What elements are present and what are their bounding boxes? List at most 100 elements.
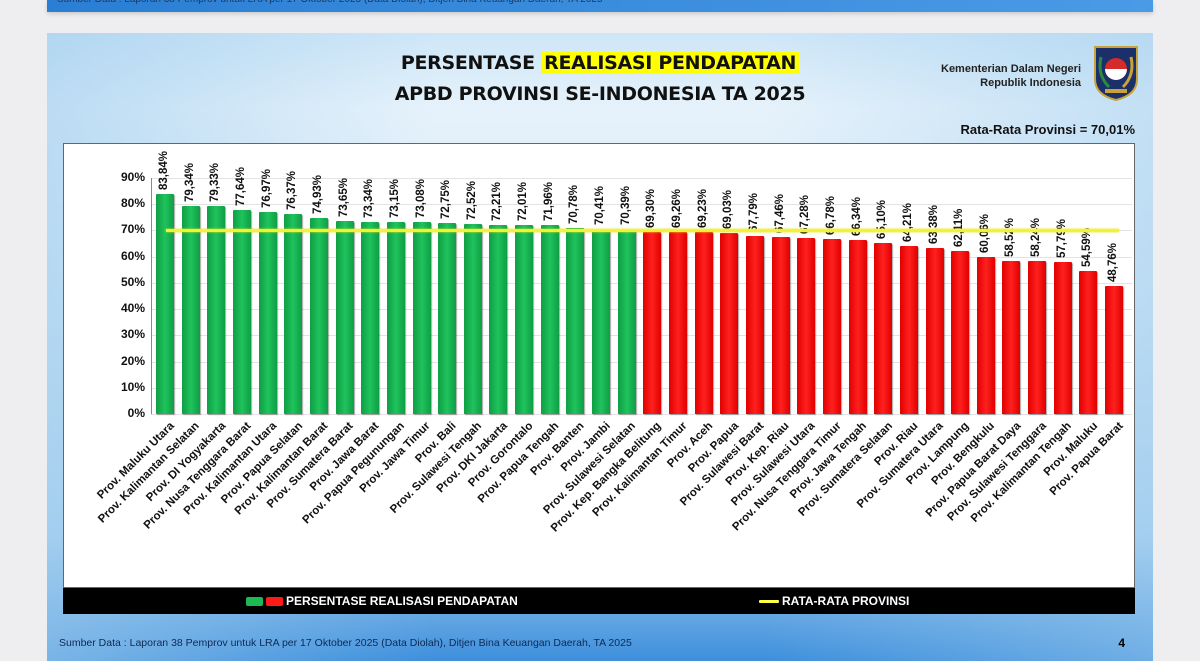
bar-value-label: 77,64% — [234, 167, 247, 207]
y-axis-tick-label: 10% — [120, 379, 145, 394]
chart-bar — [694, 232, 713, 414]
bar-value-label: 67,46% — [773, 194, 786, 234]
bar-value-label: 72,75% — [440, 180, 453, 220]
average-line — [166, 229, 1120, 233]
chart-bar — [848, 240, 867, 414]
title-highlight: REALISASI PENDAPATAN — [541, 52, 800, 74]
source-footnote: Sumber Data : Laporan 38 Pemprov untuk L… — [59, 637, 632, 649]
previous-slide-source-text: Sumber Data : Laporan 38 Pemprov untuk L… — [57, 0, 603, 5]
bar-value-label: 79,33% — [209, 162, 222, 202]
chart-bar — [951, 251, 970, 414]
chart-bar — [822, 238, 841, 414]
bar-value-label: 69,30% — [645, 189, 658, 229]
yellow-line-icon — [759, 599, 779, 603]
y-axis-tick-label: 70% — [120, 222, 145, 237]
y-axis-tick-label: 0% — [127, 406, 145, 420]
chart-bar — [1028, 261, 1047, 414]
bar-value-label: 62,11% — [953, 208, 966, 248]
chart-title-line2: APBD PROVINSI SE-INDONESIA TA 2025 — [394, 83, 806, 105]
gridline — [151, 256, 1132, 258]
bar-value-label: 69,26% — [671, 189, 683, 229]
bar-value-label: 58,52% — [1004, 217, 1017, 257]
chart-bar — [617, 229, 636, 414]
chart-bar — [309, 217, 328, 414]
bar-value-label: 73,34% — [363, 178, 376, 218]
chart-bar — [361, 221, 380, 414]
chart-legend: PERSENTASE REALISASI PENDAPATAN RATA-RAT… — [63, 588, 1135, 614]
bar-value-label: 83,84% — [158, 151, 170, 191]
gridline — [151, 414, 1132, 415]
chart-bar — [181, 205, 200, 414]
chart-bar — [1053, 262, 1072, 414]
page-number: 4 — [1118, 636, 1125, 650]
chart-bar — [438, 223, 457, 414]
gridline — [151, 282, 1132, 284]
kemendagri-emblem-icon — [1094, 46, 1138, 101]
gridline — [151, 387, 1132, 389]
bar-value-label: 58,24% — [1030, 218, 1043, 258]
gridline — [151, 178, 1132, 179]
y-axis-tick-label: 20% — [120, 353, 145, 368]
legend-average-line: RATA-RATA PROVINSI — [759, 594, 909, 608]
gridline — [151, 335, 1132, 337]
gridline — [151, 309, 1132, 311]
bar-value-label: 60,06% — [978, 213, 991, 253]
y-axis-tick-label: 80% — [120, 196, 145, 211]
gridline — [151, 361, 1132, 363]
y-axis-tick-label: 50% — [120, 274, 145, 289]
green-swatch-icon — [246, 596, 263, 606]
chart-bar — [643, 232, 662, 414]
bar-value-label: 67,79% — [747, 193, 760, 233]
chart-bar — [207, 205, 226, 414]
bar-value-label: 72,52% — [465, 180, 478, 220]
y-axis-tick-label: 30% — [120, 327, 145, 342]
chart-bar — [412, 222, 431, 414]
chart-bar — [386, 222, 405, 414]
chart-bar — [258, 212, 277, 414]
red-swatch-icon — [266, 596, 283, 606]
bar-value-label: 48,76% — [1107, 243, 1120, 283]
bar-value-label: 76,97% — [260, 169, 273, 209]
y-axis-tick-label: 60% — [120, 248, 145, 263]
chart-bar — [1002, 260, 1021, 414]
chart-bar — [1105, 286, 1124, 414]
bar-value-label: 70,78% — [568, 185, 581, 225]
bar-value-label: 73,65% — [337, 177, 350, 217]
chart-bar — [797, 237, 816, 414]
bar-value-label: 70,39% — [619, 186, 632, 226]
previous-slide-footer: Sumber Data : Laporan 38 Pemprov untuk L… — [47, 0, 1153, 12]
chart-bar — [874, 243, 893, 414]
bar-value-label: 57,79% — [1055, 219, 1068, 259]
chart-bar — [540, 225, 559, 414]
bar-value-label: 69,23% — [696, 189, 709, 229]
y-axis-tick-label: 90% — [120, 170, 145, 184]
chart-bar — [335, 220, 354, 414]
average-value-label: Rata-Rata Provinsi = 70,01% — [960, 122, 1136, 137]
bar-chart: 0% 10% 20% 30% 40% 50% 60% 70% 80% 90% 83,84% Prov.… — [63, 143, 1135, 588]
bar-value-label: 73,15% — [388, 179, 401, 219]
chart-bar — [925, 247, 944, 414]
ministry-name: Kementerian Dalam Negeri Republik Indone… — [941, 63, 1081, 89]
bar-value-label: 71,96% — [542, 182, 555, 222]
chart-bar — [156, 194, 174, 414]
bar-value-label: 65,10% — [876, 200, 889, 240]
chart-bar — [515, 225, 534, 414]
chart-bar — [771, 237, 790, 414]
bar-value-label: 70,41% — [594, 186, 607, 226]
bar-value-label: 73,08% — [414, 179, 427, 219]
chart-bar — [669, 232, 687, 414]
legend-series: PERSENTASE REALISASI PENDAPATAN — [246, 594, 518, 608]
chart-bar — [566, 228, 585, 414]
chart-bar — [745, 236, 764, 414]
bar-value-label: 72,01% — [517, 182, 530, 222]
chart-bar — [489, 224, 508, 414]
chart-bar — [592, 229, 611, 414]
gridline — [151, 204, 1132, 206]
y-axis — [151, 178, 152, 414]
chart-bar — [899, 245, 918, 414]
bar-value-label: 67,28% — [799, 194, 812, 234]
bar-value-label: 64,21% — [901, 202, 914, 242]
bar-value-label: 72,21% — [491, 181, 504, 221]
bar-value-label: 76,37% — [286, 170, 299, 210]
chart-bar — [1079, 270, 1098, 414]
